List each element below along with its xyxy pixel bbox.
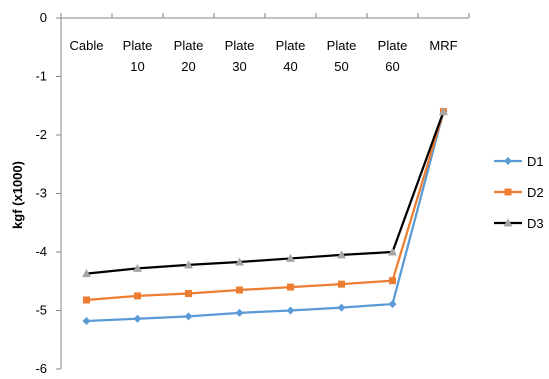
y-tick-labels: 0 -1 -2 -3 -4 -5 -6: [35, 10, 47, 376]
y-tick-label: -2: [35, 127, 47, 142]
x-category-label: MRF: [429, 38, 457, 53]
y-tick-label: 0: [40, 10, 47, 25]
axes: [56, 13, 470, 370]
data-point-d2: [287, 283, 294, 291]
data-point-d3: [337, 250, 346, 259]
x-category-label: Plate: [276, 38, 306, 53]
y-tick-label: -4: [35, 244, 47, 259]
data-point-d2: [83, 296, 90, 304]
x-category-label: Plate: [123, 38, 153, 53]
legend-marker-d2: [504, 188, 512, 196]
data-point-d2: [134, 292, 141, 300]
x-category-labels: Cable Plate 10 Plate 20 Plate 30 Plate 40 Plate 50…: [70, 38, 458, 74]
legend-label-d1: D1: [527, 154, 544, 169]
x-category-label: Plate: [225, 38, 255, 53]
x-category-label: Plate: [378, 38, 408, 53]
x-category-label: 50: [334, 59, 348, 74]
legend-marker-d3: [503, 218, 513, 227]
x-category-label: 40: [283, 59, 297, 74]
x-category-label: 30: [232, 59, 246, 74]
data-point-d1: [133, 314, 142, 323]
x-category-label: 20: [181, 59, 195, 74]
y-tick-label: -5: [35, 303, 47, 318]
legend-label-d3: D3: [527, 216, 544, 231]
x-category-label: Plate: [174, 38, 204, 53]
x-category-label: Cable: [70, 38, 104, 53]
data-point-d1: [82, 317, 91, 326]
data-point-d3: [184, 260, 193, 269]
legend-marker-d1: [504, 157, 512, 165]
data-point-d1: [235, 308, 244, 317]
data-point-d2: [185, 290, 192, 298]
data-point-d3: [133, 263, 142, 272]
y-tick-label: -3: [35, 186, 47, 201]
x-category-label: Plate: [327, 38, 357, 53]
data-point-d2: [236, 286, 243, 294]
legend: D1 D2 D3: [494, 154, 544, 231]
x-category-label: 10: [130, 59, 144, 74]
y-axis-label: kgf (x1000): [10, 161, 25, 229]
data-point-d1: [388, 300, 397, 309]
data-point-d1: [286, 306, 295, 315]
data-point-d3: [286, 253, 295, 262]
data-point-d3: [388, 247, 397, 256]
series-lines: [82, 107, 448, 326]
data-point-d1: [184, 312, 193, 321]
data-point-d2: [338, 280, 345, 288]
data-point-d1: [337, 303, 346, 312]
data-point-d3: [439, 107, 448, 116]
y-tick-label: -1: [35, 69, 47, 84]
x-category-label: 60: [385, 59, 399, 74]
legend-label-d2: D2: [527, 185, 544, 200]
y-tick-label: -6: [35, 361, 47, 374]
data-point-d3: [82, 269, 91, 278]
series-line-d3: [86, 111, 445, 275]
data-point-d2: [389, 277, 396, 285]
data-point-d3: [235, 257, 244, 266]
series-line-d1: [86, 111, 445, 323]
series-line-d2: [86, 111, 445, 302]
